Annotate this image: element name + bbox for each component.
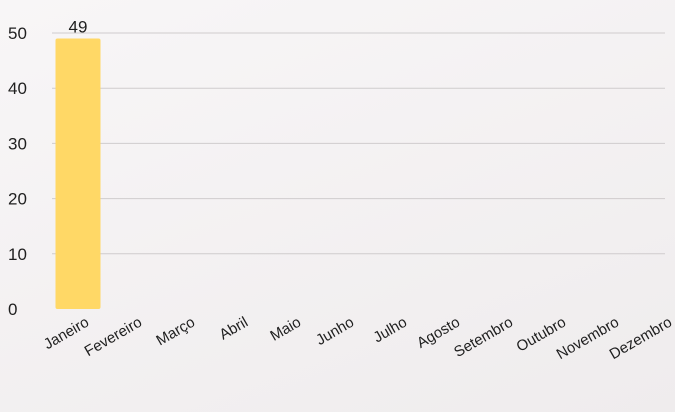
y-tick-label: 40: [8, 79, 27, 98]
y-tick-label: 20: [8, 190, 27, 209]
bar: [55, 38, 101, 310]
x-tick-label: Abril: [217, 314, 251, 344]
x-tick-label: Maio: [267, 314, 304, 345]
y-tick-label: 30: [8, 134, 27, 153]
x-tick-label: Fevereiro: [82, 314, 145, 360]
y-axis-ticks: 0 10 20 30 40 50: [8, 24, 27, 319]
x-tick-label: Julho: [370, 314, 410, 347]
y-tick-label: 10: [8, 245, 27, 264]
y-tick-label: 0: [8, 300, 17, 319]
data-label: 49: [69, 18, 88, 37]
y-tick-label: 50: [8, 24, 27, 43]
data-labels: 49: [69, 18, 88, 37]
x-tick-label: Março: [153, 314, 198, 350]
x-tick-label: Junho: [313, 314, 357, 349]
gridlines: [52, 32, 665, 255]
x-tick-label: Setembro: [451, 314, 516, 361]
bars: [55, 38, 101, 310]
